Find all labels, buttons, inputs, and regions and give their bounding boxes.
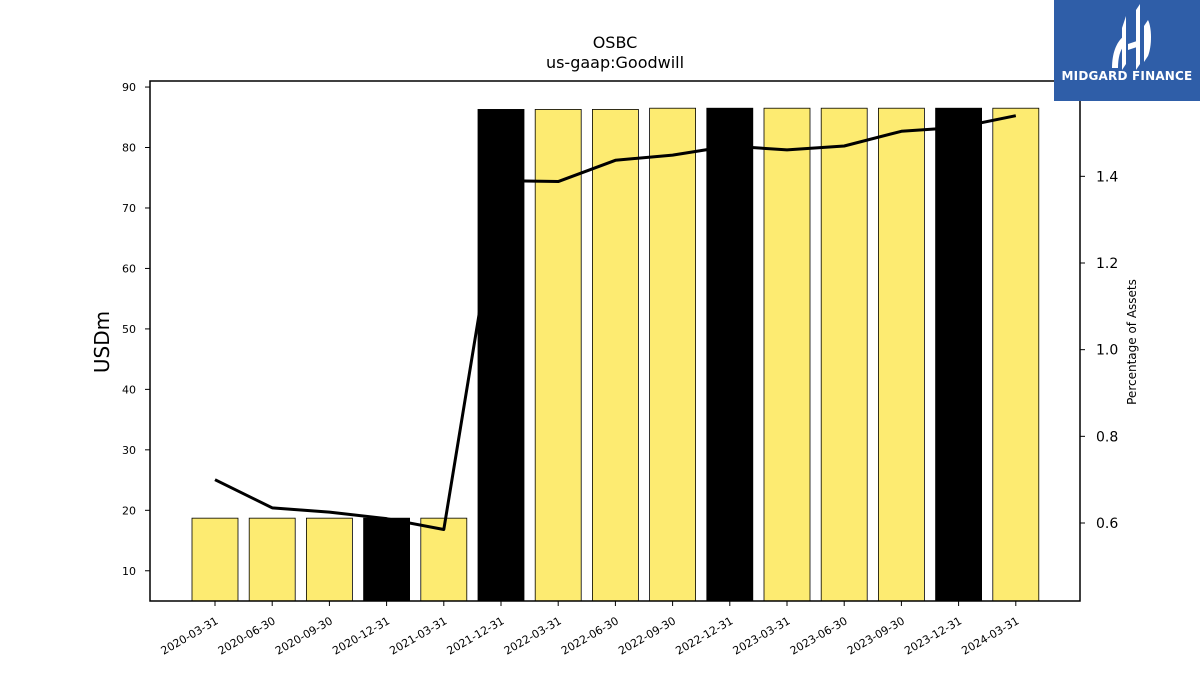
y-tick-label: 40 xyxy=(122,383,136,396)
chart-title: OSBC xyxy=(593,33,638,52)
bar xyxy=(763,107,811,602)
percentage-line xyxy=(214,114,1017,531)
x-tick-label: 2023-09-30 xyxy=(845,614,907,657)
y-tick-label: 80 xyxy=(122,142,136,155)
y2-tick-label: 1.0 xyxy=(1096,343,1118,359)
y2-tick-label: 0.8 xyxy=(1096,429,1118,445)
x-tick-label: 2020-09-30 xyxy=(273,614,335,657)
bar xyxy=(706,107,754,602)
y-tick-label: 30 xyxy=(122,444,136,457)
bar xyxy=(305,517,353,602)
bar xyxy=(248,517,296,602)
bar xyxy=(649,107,696,602)
bar xyxy=(992,107,1040,602)
y-tick-label: 10 xyxy=(122,565,136,578)
x-tick-label: 2024-03-31 xyxy=(959,614,1021,657)
bar xyxy=(878,107,925,602)
bar xyxy=(420,517,468,602)
x-tick-label: 2023-03-31 xyxy=(731,614,793,657)
x-tick-label: 2021-12-31 xyxy=(445,614,507,657)
y-tick-label: 90 xyxy=(122,81,136,94)
x-tick-label: 2022-12-31 xyxy=(673,614,735,657)
x-tick-label: 2022-06-30 xyxy=(559,614,621,657)
x-tick-label: 2020-12-31 xyxy=(330,614,392,657)
y-tick-label: 70 xyxy=(122,202,136,215)
x-tick-label: 2022-03-31 xyxy=(502,614,564,657)
line-layer xyxy=(214,114,1017,531)
x-tick-label: 2020-03-31 xyxy=(159,614,221,657)
chart-subtitle: us-gaap:Goodwill xyxy=(546,53,684,72)
x-tick-label: 2021-03-31 xyxy=(387,614,449,657)
y-tick-label: 20 xyxy=(122,504,136,517)
y2-axis-label: Percentage of Assets xyxy=(1125,279,1139,405)
bar xyxy=(477,109,525,602)
bar xyxy=(191,517,239,602)
bar xyxy=(534,109,582,602)
bar xyxy=(592,109,639,602)
brand-name: MIDGARD FINANCE xyxy=(1061,69,1193,83)
bar xyxy=(820,107,868,602)
brand-logo: MIDGARD FINANCE xyxy=(1054,0,1200,101)
x-tick-label: 2023-12-31 xyxy=(902,614,964,657)
x-tick-label: 2023-06-30 xyxy=(788,614,850,657)
bar xyxy=(363,517,411,602)
y-axis-label: USDm xyxy=(90,311,114,373)
y-tick-label: 50 xyxy=(122,323,136,336)
bars-layer xyxy=(191,107,1040,602)
y2-tick-label: 1.4 xyxy=(1096,169,1118,185)
y2-tick-label: 1.2 xyxy=(1096,256,1118,272)
y2-tick-label: 0.6 xyxy=(1096,516,1118,532)
y-tick-label: 60 xyxy=(122,262,136,275)
x-tick-label: 2022-09-30 xyxy=(616,614,678,657)
x-tick-label: 2020-06-30 xyxy=(216,614,278,657)
midgard-logo-icon xyxy=(1112,4,1151,70)
bar xyxy=(935,107,982,602)
